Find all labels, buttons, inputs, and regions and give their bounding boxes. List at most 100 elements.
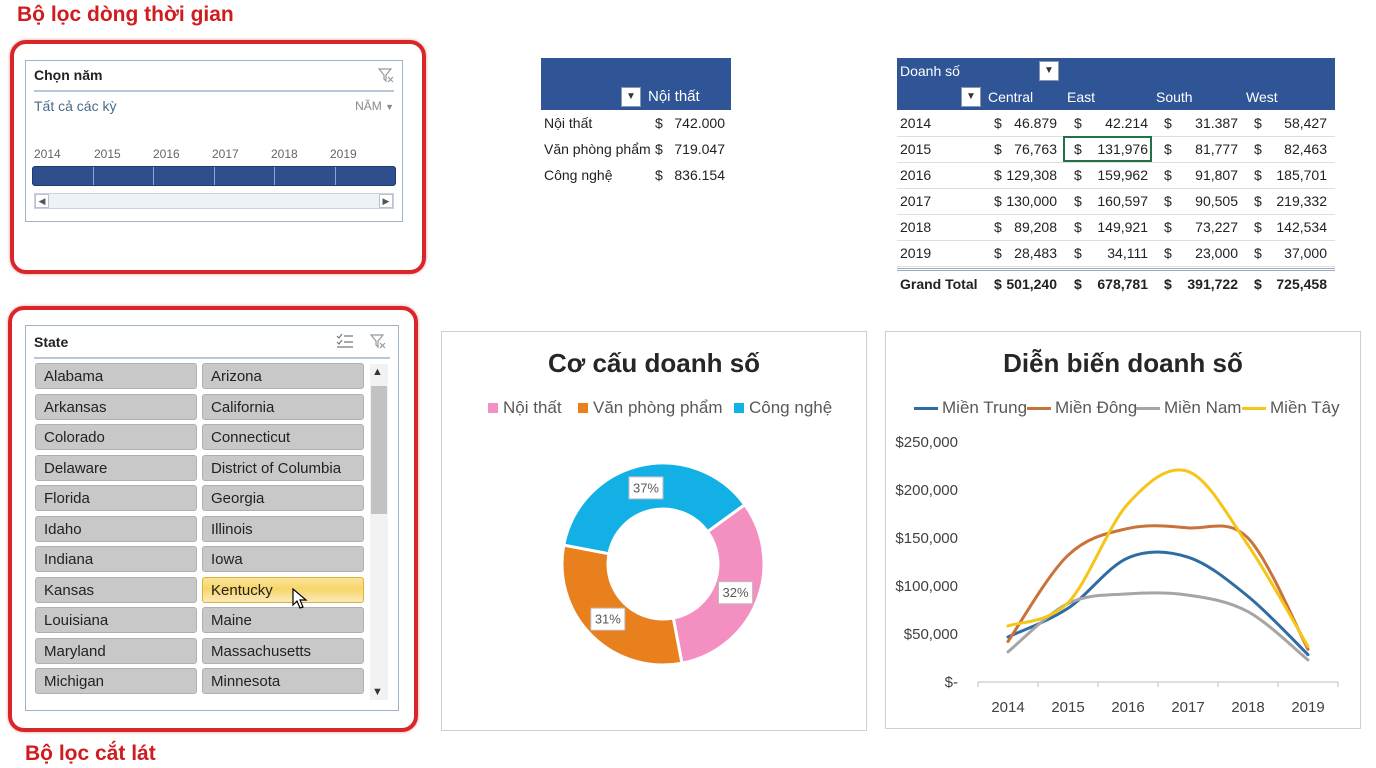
slicer-item[interactable]: Kentucky (202, 576, 364, 603)
active-cell[interactable] (1063, 136, 1152, 162)
slicer-item[interactable]: Maine (202, 607, 364, 633)
slicer-item[interactable]: Massachusetts (202, 637, 364, 664)
legend-swatch (1242, 407, 1266, 411)
slicer-item[interactable]: Delaware (35, 454, 197, 481)
donut-slice[interactable] (560, 543, 684, 667)
slicer-item[interactable]: Idaho (35, 515, 197, 542)
scroll-down-icon[interactable]: ▼ (372, 686, 383, 698)
legend-item: Công nghệ (734, 398, 832, 418)
y-tick-label: $50,000 (904, 626, 958, 643)
pivot-currency: $ (1164, 193, 1172, 209)
slicer-item[interactable]: Connecticut (202, 424, 364, 450)
pivot-row-label: Văn phòng phẩm (544, 141, 651, 157)
slicer-item[interactable]: Colorado (35, 424, 197, 450)
pivot-currency: $ (1074, 167, 1082, 183)
donut-plot: 32% 31% 37% (560, 461, 766, 667)
clear-filter-icon[interactable] (370, 333, 386, 349)
scroll-right-icon[interactable]: ▶ (379, 194, 393, 208)
pivot-region-row: 2015 $76,763 $131,976 $81,777 $82,463 (897, 136, 1335, 163)
pivot-currency: $ (1254, 141, 1262, 157)
x-tick-label: 2014 (991, 699, 1024, 716)
timeline-year[interactable]: 2016 (153, 147, 180, 161)
pivot-currency: $ (1074, 276, 1082, 292)
slicer-item[interactable]: Arizona (202, 363, 364, 389)
clear-filter-icon[interactable] (378, 67, 394, 83)
multi-select-icon[interactable] (336, 333, 354, 349)
slicer-scrollbar[interactable]: ▲ ▼ (370, 364, 388, 700)
scroll-left-icon[interactable]: ◀ (35, 194, 49, 208)
series-line[interactable] (1006, 468, 1310, 648)
legend-swatch (578, 403, 588, 413)
data-label-box (718, 581, 754, 605)
pivot-value: 81,777 (1195, 141, 1238, 157)
chart-title: Diễn biến doanh số (1003, 348, 1243, 378)
pivot-value: 719.047 (674, 141, 725, 157)
chevron-down-icon: ▼ (385, 102, 394, 112)
slicer-item[interactable]: California (202, 393, 364, 420)
legend-label: Miền Đông (1055, 398, 1138, 417)
series-line[interactable] (1006, 550, 1310, 657)
pivot-currency: $ (994, 193, 1002, 209)
timeline-selection-bar[interactable] (32, 166, 396, 186)
pivot-region-body: 2014 $46.879 $42.214 $31.387 $58,427 2015 $76,… (897, 110, 1335, 296)
legend-swatch (488, 403, 498, 413)
slicer-item[interactable]: Iowa (202, 546, 364, 572)
slicer-item[interactable]: Illinois (202, 515, 364, 542)
pivot-value: 129,308 (1006, 167, 1057, 183)
pivot-value: 73,227 (1195, 219, 1238, 235)
x-tick-label: 2018 (1231, 699, 1264, 716)
data-label: 32% (723, 585, 749, 600)
legend-item: Miền Tây (1242, 398, 1340, 418)
mouse-cursor-icon (292, 588, 308, 609)
slicer-scroll-thumb[interactable] (371, 386, 387, 514)
state-slicer[interactable]: State Alabama Arizona Arkansas California Co… (25, 325, 399, 711)
slicer-item[interactable]: Michigan (35, 668, 197, 694)
pivot-value: 42.214 (1105, 115, 1148, 131)
row-filter-dropdown-icon[interactable]: ▼ (961, 87, 981, 107)
pivot-column-header: South (1156, 89, 1193, 105)
pivot-currency: $ (1164, 167, 1172, 183)
slicer-item[interactable]: Indiana (35, 546, 197, 572)
pivot-currency: $ (994, 245, 1002, 261)
timeline-scrollbar[interactable]: ◀ ▶ (34, 193, 394, 209)
slicer-item[interactable]: Minnesota (202, 668, 364, 694)
timeline-year[interactable]: 2015 (94, 147, 121, 161)
series-line[interactable] (1006, 524, 1310, 651)
pivot-currency: $ (1164, 245, 1172, 261)
slicer-item[interactable]: Alabama (35, 363, 197, 389)
row-filter-dropdown-icon[interactable]: ▼ (621, 87, 641, 107)
pivot-currency: $ (994, 219, 1002, 235)
pivot-value: 219,332 (1276, 193, 1327, 209)
series-line[interactable] (1006, 591, 1310, 662)
scroll-up-icon[interactable]: ▲ (372, 366, 383, 378)
timeline-year[interactable]: 2014 (34, 147, 61, 161)
slicer-item[interactable]: Maryland (35, 637, 197, 664)
pivot-value: 501,240 (1006, 276, 1057, 292)
slicer-section-title: Bộ lọc cắt lát (25, 742, 156, 765)
slicer-item[interactable]: Kansas (35, 576, 197, 603)
slicer-item[interactable]: Arkansas (35, 393, 197, 420)
pivot-region-header: Doanh số ▼ ▼ Central East South West (897, 58, 1335, 110)
donut-slice[interactable] (562, 461, 747, 556)
pivot-value: 58,427 (1284, 115, 1327, 131)
pivot-value: 130,000 (1006, 193, 1057, 209)
timeline-year[interactable]: 2018 (271, 147, 298, 161)
pivot-value: 391,722 (1187, 276, 1238, 292)
timeline-control[interactable]: Chọn năm Tất cả các kỳ NĂM ▼ 2014 2015 2… (25, 60, 403, 222)
slicer-item[interactable]: Louisiana (35, 607, 197, 633)
pivot-row-label: Nội thất (544, 115, 593, 131)
timeline-year[interactable]: 2017 (212, 147, 239, 161)
slicer-item[interactable]: District of Columbia (202, 454, 364, 481)
data-label-box (628, 476, 664, 500)
pivot-value: 23,000 (1195, 245, 1238, 261)
slicer-highlight-frame (8, 306, 418, 732)
slicer-item[interactable]: Florida (35, 485, 197, 511)
legend-swatch (914, 407, 938, 411)
values-dropdown-icon[interactable]: ▼ (1039, 61, 1059, 81)
timeline-level-dropdown[interactable]: NĂM ▼ (355, 99, 394, 113)
timeline-header-divider (34, 90, 394, 92)
slicer-item[interactable]: Georgia (202, 485, 364, 511)
timeline-year[interactable]: 2019 (330, 147, 357, 161)
x-tick-label: 2015 (1051, 699, 1084, 716)
pivot-category-table: ▼ Nội thất Nội thất $ 742.000 Văn phòng … (541, 58, 731, 190)
